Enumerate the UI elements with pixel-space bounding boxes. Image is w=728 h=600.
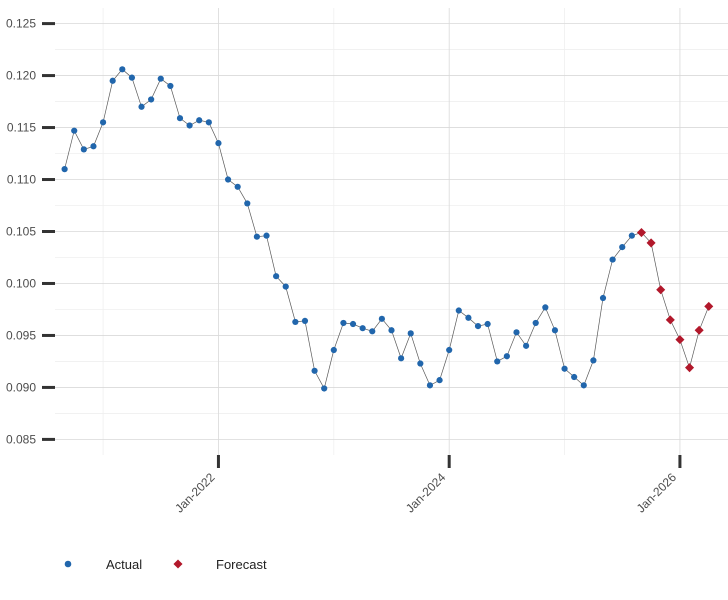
actual-point bbox=[273, 273, 280, 280]
actual-point bbox=[474, 322, 482, 330]
actual-point bbox=[301, 317, 309, 324]
actual-point bbox=[398, 355, 405, 362]
actual-point bbox=[580, 382, 587, 389]
actual-point bbox=[407, 330, 414, 337]
actual-point bbox=[388, 327, 395, 334]
data-points bbox=[61, 66, 714, 392]
y-tick-label: 0.120 bbox=[6, 69, 36, 83]
actual-point bbox=[244, 200, 251, 207]
actual-point bbox=[465, 314, 472, 321]
actual-point bbox=[599, 294, 607, 302]
actual-point bbox=[128, 74, 136, 81]
actual-point bbox=[224, 176, 232, 183]
legend-label-forecast: Forecast bbox=[216, 557, 267, 572]
major-gridlines bbox=[55, 8, 728, 455]
y-tick-label: 0.085 bbox=[6, 432, 36, 446]
actual-point bbox=[311, 367, 318, 374]
forecast-point bbox=[665, 315, 675, 325]
legend-marker-actual bbox=[64, 560, 72, 568]
actual-point bbox=[455, 307, 462, 314]
x-tick-label: Jan-2022 bbox=[172, 470, 218, 516]
actual-point bbox=[282, 283, 289, 290]
actual-point bbox=[571, 373, 578, 381]
actual-point bbox=[109, 77, 116, 84]
x-tick-label: Jan-2024 bbox=[403, 470, 449, 516]
actual-point bbox=[542, 304, 549, 311]
actual-point bbox=[215, 140, 222, 147]
actual-point bbox=[99, 119, 107, 126]
actual-point bbox=[484, 320, 491, 328]
actual-point bbox=[148, 96, 155, 103]
actual-point bbox=[369, 328, 376, 335]
actual-point bbox=[446, 346, 453, 354]
y-tick-label: 0.110 bbox=[7, 173, 36, 187]
legend-marker-forecast bbox=[173, 559, 183, 569]
actual-point bbox=[330, 346, 337, 354]
forecast-point bbox=[704, 301, 714, 311]
actual-point bbox=[590, 357, 597, 364]
actual-point bbox=[561, 365, 568, 372]
y-tick-label: 0.100 bbox=[6, 276, 36, 290]
actual-point bbox=[138, 103, 145, 110]
actual-point bbox=[157, 75, 164, 82]
actual-point bbox=[167, 82, 174, 90]
y-tick-label: 0.115 bbox=[7, 121, 36, 135]
actual-point bbox=[513, 329, 520, 336]
legend: Actual Forecast bbox=[64, 557, 267, 572]
actual-point bbox=[426, 382, 434, 389]
actual-point bbox=[417, 360, 424, 367]
actual-point bbox=[523, 342, 530, 349]
forecast-point bbox=[685, 363, 695, 373]
actual-point bbox=[61, 166, 68, 173]
legend-label-actual: Actual bbox=[106, 557, 142, 572]
y-tick-label: 0.095 bbox=[6, 328, 36, 342]
actual-point bbox=[263, 232, 270, 239]
actual-point bbox=[196, 117, 203, 124]
actual-point bbox=[253, 233, 260, 240]
actual-point bbox=[119, 66, 126, 73]
actual-point bbox=[349, 320, 357, 328]
actual-point bbox=[378, 315, 385, 322]
forecast-point bbox=[656, 285, 666, 295]
actual-point bbox=[321, 385, 328, 392]
forecast-point bbox=[694, 325, 704, 335]
y-tick-label: 0.105 bbox=[6, 225, 36, 239]
actual-point bbox=[292, 318, 299, 326]
actual-point bbox=[205, 119, 212, 126]
actual-point bbox=[503, 353, 510, 360]
actual-point bbox=[532, 319, 539, 327]
y-tick-label: 0.125 bbox=[6, 17, 36, 31]
actual-point bbox=[359, 325, 366, 332]
actual-point bbox=[494, 358, 501, 365]
forecast-point bbox=[675, 335, 685, 345]
actual-point bbox=[176, 115, 184, 122]
actual-point bbox=[71, 127, 78, 134]
actual-point bbox=[80, 146, 87, 153]
actual-point bbox=[628, 232, 635, 239]
actual-point bbox=[619, 243, 626, 251]
y-axis: 0.085 0.090 0.095 0.100 0.105 0.110 0.115 0.120… bbox=[6, 17, 55, 446]
forecast-point bbox=[646, 238, 656, 248]
minor-gridlines bbox=[55, 8, 728, 455]
actual-point bbox=[186, 122, 193, 129]
actual-point bbox=[234, 183, 241, 190]
actual-point bbox=[551, 327, 559, 334]
x-tick-label: Jan-2026 bbox=[634, 470, 680, 516]
actual-point bbox=[436, 377, 443, 384]
y-tick-label: 0.090 bbox=[6, 380, 36, 394]
series-line bbox=[64, 68, 710, 390]
x-axis: Jan-2022 Jan-2024 Jan-2026 bbox=[172, 455, 682, 516]
actual-point bbox=[90, 143, 97, 150]
actual-point bbox=[609, 256, 616, 263]
actual-point bbox=[340, 319, 347, 327]
